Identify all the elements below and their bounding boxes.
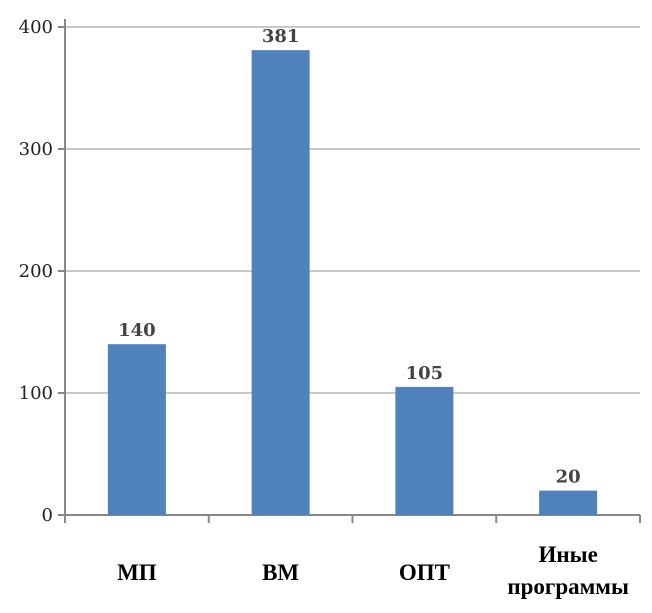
- bar: [539, 490, 598, 515]
- y-tick-label: 300: [19, 139, 53, 160]
- y-tick-label: 400: [19, 17, 53, 38]
- data-label: 105: [406, 363, 444, 384]
- gridlines: [65, 26, 640, 394]
- category-label: Иные: [538, 542, 597, 567]
- y-tick-label: 0: [42, 505, 53, 526]
- data-label: 20: [556, 467, 581, 488]
- labels: 0 100 200 300 400 140 МП 381 ВМ 105 ОПТ 20 Иные прогр…: [19, 17, 629, 599]
- y-tick-label: 200: [19, 261, 53, 282]
- category-label: ОПТ: [399, 560, 450, 585]
- bar: [395, 386, 454, 515]
- bars: [107, 50, 598, 516]
- category-label: программы: [507, 574, 629, 599]
- data-label: 140: [118, 320, 156, 341]
- bar: [107, 344, 166, 515]
- bar: [251, 50, 310, 516]
- data-label: 381: [262, 26, 300, 47]
- y-tick-label: 100: [19, 383, 53, 404]
- category-label: МП: [117, 560, 157, 585]
- category-label: ВМ: [262, 560, 299, 585]
